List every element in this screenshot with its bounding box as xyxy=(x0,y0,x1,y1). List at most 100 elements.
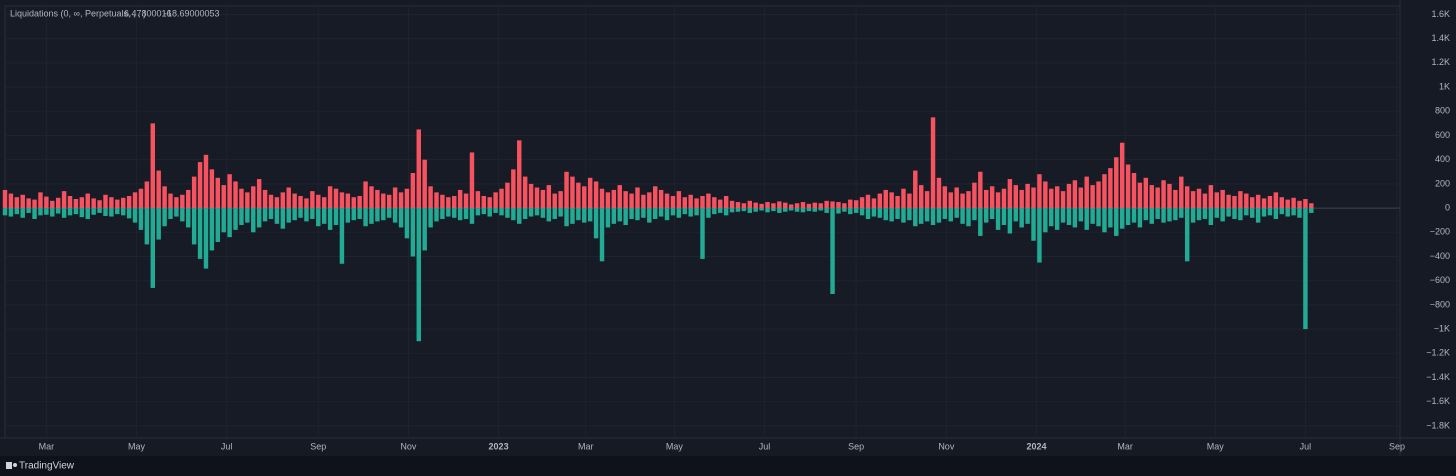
bar xyxy=(434,192,439,209)
bar xyxy=(1267,208,1273,216)
bar xyxy=(1214,192,1219,209)
bar xyxy=(1037,174,1042,209)
bar xyxy=(853,208,859,213)
bar xyxy=(1060,208,1066,223)
bar xyxy=(1001,188,1007,209)
bar xyxy=(1232,195,1237,209)
bar xyxy=(658,189,664,209)
bar xyxy=(499,208,504,216)
bar xyxy=(197,162,203,209)
bar xyxy=(593,181,599,209)
y-tick-label: −200 xyxy=(1430,227,1450,237)
x-tick-label: Jul xyxy=(1300,441,1312,451)
bar xyxy=(162,208,167,227)
bar xyxy=(723,208,729,216)
bar xyxy=(883,189,888,209)
bar xyxy=(286,208,291,223)
y-tick-label: −1.2K xyxy=(1426,348,1450,358)
bar xyxy=(647,192,652,209)
bar xyxy=(830,201,835,209)
bar xyxy=(91,198,96,209)
bar xyxy=(759,203,764,209)
bar xyxy=(1125,164,1131,209)
bar xyxy=(930,208,936,226)
bar xyxy=(1250,197,1255,209)
bar xyxy=(806,203,812,209)
bar xyxy=(1143,177,1149,209)
bar xyxy=(8,208,14,217)
bar xyxy=(1167,208,1172,222)
bar xyxy=(883,208,888,221)
bar xyxy=(1090,185,1095,209)
bar xyxy=(428,186,433,209)
bar xyxy=(765,202,770,209)
bar xyxy=(1202,208,1208,219)
bar xyxy=(865,194,871,209)
bar xyxy=(8,193,14,209)
bar xyxy=(245,192,250,209)
bar xyxy=(1190,191,1196,209)
bar xyxy=(729,208,735,213)
bar xyxy=(446,197,451,209)
bar xyxy=(245,208,250,223)
bar xyxy=(1196,188,1202,209)
bar xyxy=(386,194,392,209)
bar xyxy=(712,197,717,209)
bar xyxy=(121,208,126,216)
x-tick-label: Sep xyxy=(310,441,326,451)
bar xyxy=(1232,208,1237,219)
x-tick-label: 2024 xyxy=(1026,441,1046,451)
x-tick-label: Mar xyxy=(578,441,594,451)
bar xyxy=(1125,208,1131,226)
bar xyxy=(1066,208,1072,226)
bar xyxy=(487,208,492,217)
x-tick-label: May xyxy=(128,441,146,451)
bar xyxy=(777,201,782,209)
bar xyxy=(1309,208,1314,213)
legend: Liquidations (0, ∞, Perpetuals, , , ) 6.… xyxy=(10,8,220,18)
bar xyxy=(582,208,587,223)
bar xyxy=(735,208,741,212)
bar xyxy=(1184,186,1190,209)
bar xyxy=(20,208,25,218)
y-tick-label: −1.4K xyxy=(1426,372,1450,382)
bar xyxy=(1031,187,1036,209)
bar xyxy=(292,208,297,221)
bar xyxy=(416,208,421,342)
bar xyxy=(2,208,8,216)
bar xyxy=(233,208,238,230)
bar xyxy=(540,189,546,209)
bar xyxy=(1309,203,1314,209)
bar xyxy=(351,208,356,221)
bar xyxy=(1173,208,1178,221)
bar xyxy=(812,208,818,212)
x-tick-label: May xyxy=(666,441,684,451)
bar xyxy=(700,208,705,259)
bar xyxy=(381,193,386,209)
bar xyxy=(1161,208,1166,223)
bar xyxy=(576,182,581,209)
bar xyxy=(918,185,924,209)
bar xyxy=(55,208,61,214)
bar xyxy=(694,208,699,216)
bar xyxy=(788,204,794,209)
legend-value: 6.47800016 xyxy=(124,8,172,18)
bar xyxy=(948,192,953,209)
x-tick-label: Nov xyxy=(938,441,955,451)
bar xyxy=(528,208,534,217)
bar xyxy=(1155,208,1160,219)
x-tick-label: Mar xyxy=(1117,441,1133,451)
x-tick-label: May xyxy=(1207,441,1225,451)
bar xyxy=(871,198,877,209)
bar xyxy=(1220,189,1225,209)
bar xyxy=(132,192,138,209)
bar xyxy=(1054,208,1060,230)
bar xyxy=(1244,193,1249,209)
bar xyxy=(20,194,25,209)
bar xyxy=(1303,208,1308,330)
bar xyxy=(422,208,427,251)
bar xyxy=(457,208,463,221)
bar xyxy=(186,189,191,209)
bar xyxy=(191,208,197,245)
bar xyxy=(227,174,232,209)
